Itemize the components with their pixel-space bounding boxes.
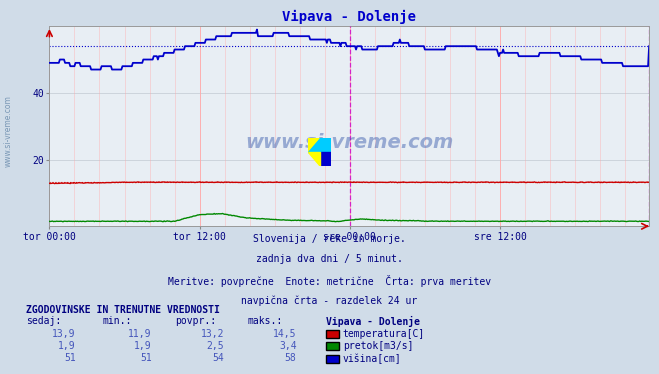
Text: www.si-vreme.com: www.si-vreme.com — [245, 133, 453, 152]
Polygon shape — [308, 153, 320, 166]
Text: sedaj:: sedaj: — [26, 316, 61, 326]
Text: Vipava - Dolenje: Vipava - Dolenje — [326, 316, 420, 327]
Bar — [320, 153, 331, 166]
Text: 2,5: 2,5 — [206, 341, 224, 351]
Text: 14,5: 14,5 — [273, 329, 297, 339]
Bar — [320, 138, 331, 153]
Text: navpična črta - razdelek 24 ur: navpična črta - razdelek 24 ur — [241, 295, 418, 306]
Text: Meritve: povprečne  Enote: metrične  Črta: prva meritev: Meritve: povprečne Enote: metrične Črta:… — [168, 275, 491, 287]
Text: 3,4: 3,4 — [279, 341, 297, 351]
Text: 1,9: 1,9 — [134, 341, 152, 351]
Text: 54: 54 — [212, 353, 224, 364]
Text: 1,9: 1,9 — [58, 341, 76, 351]
Text: 58: 58 — [285, 353, 297, 364]
Text: temperatura[C]: temperatura[C] — [343, 329, 425, 339]
Title: Vipava - Dolenje: Vipava - Dolenje — [282, 9, 416, 24]
Text: pretok[m3/s]: pretok[m3/s] — [343, 341, 413, 351]
Text: višina[cm]: višina[cm] — [343, 353, 401, 364]
Text: zadnja dva dni / 5 minut.: zadnja dva dni / 5 minut. — [256, 254, 403, 264]
Text: ZGODOVINSKE IN TRENUTNE VREDNOSTI: ZGODOVINSKE IN TRENUTNE VREDNOSTI — [26, 305, 220, 315]
Text: www.si-vreme.com: www.si-vreme.com — [3, 95, 13, 167]
Polygon shape — [308, 138, 320, 153]
Text: 11,9: 11,9 — [128, 329, 152, 339]
Text: maks.:: maks.: — [247, 316, 282, 326]
Text: 13,2: 13,2 — [200, 329, 224, 339]
Text: povpr.:: povpr.: — [175, 316, 215, 326]
Text: 13,9: 13,9 — [52, 329, 76, 339]
Text: Slovenija / reke in morje.: Slovenija / reke in morje. — [253, 234, 406, 244]
Text: 51: 51 — [64, 353, 76, 364]
Bar — [308, 138, 320, 153]
Text: min.:: min.: — [102, 316, 132, 326]
Text: 51: 51 — [140, 353, 152, 364]
